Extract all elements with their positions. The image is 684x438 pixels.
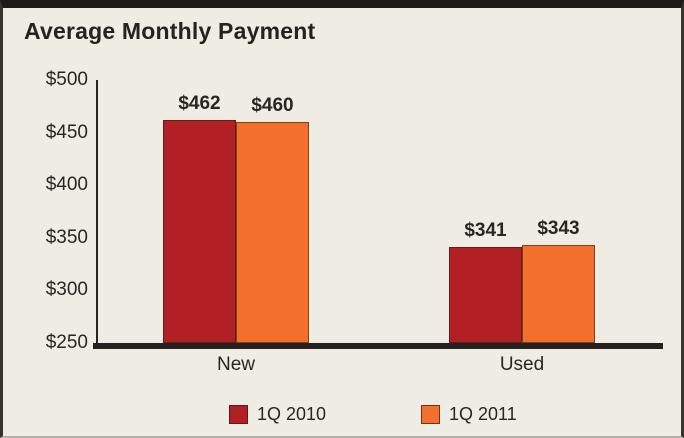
y-axis-line [96,80,98,343]
value-label: $462 [178,93,221,114]
y-tick-label: $300 [45,279,88,301]
category-label-new: New [216,354,256,375]
legend-label-1q2011: 1Q 2011 [449,404,517,424]
legend-swatch-1q2010 [229,405,248,424]
y-tick-label: $350 [45,226,88,248]
legend-label-1q2010: 1Q 2010 [257,404,327,424]
y-tick-label: $450 [45,121,88,143]
bar-new-1q2011 [236,122,309,343]
bar-used-1q2011 [522,245,595,343]
value-label: $343 [537,218,580,239]
bar-used-1q2010 [449,247,522,343]
legend-item-1q2010: 1Q 2010 [229,404,326,425]
y-tick-label: $250 [45,332,88,353]
x-axis-baseline [93,343,663,349]
value-label: $460 [251,95,294,116]
y-tick-label: $500 [45,69,88,90]
y-tick-label: $400 [45,174,88,196]
chart-title: Average Monthly Payment [24,18,316,44]
value-label: $341 [464,220,507,241]
chart-canvas: Average Monthly Payment $500 $450 $400 $350… [3,8,681,436]
legend-swatch-1q2011 [421,405,440,424]
legend-item-1q2011: 1Q 2011 [421,404,517,425]
bar-new-1q2010 [163,120,236,343]
category-label-used: Used [499,354,545,375]
